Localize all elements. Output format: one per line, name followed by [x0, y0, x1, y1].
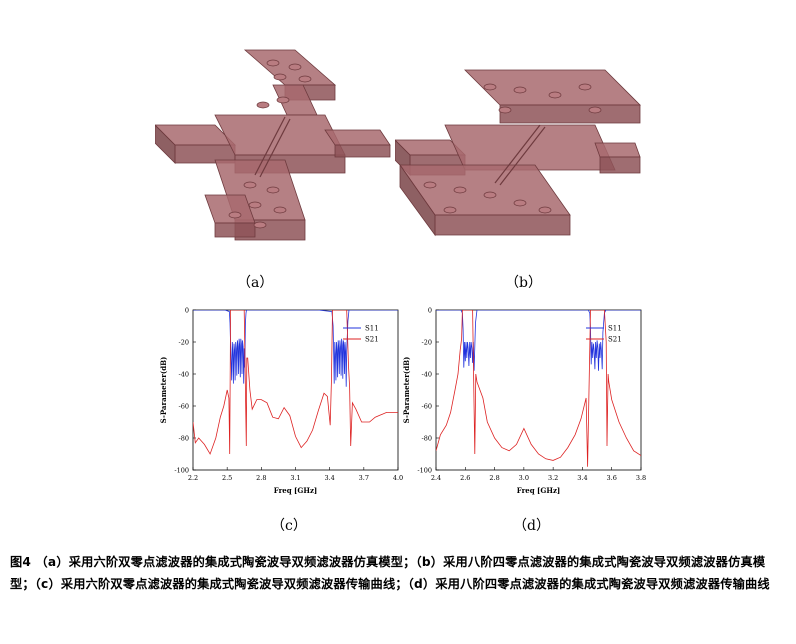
y-tick-label: -60 — [422, 403, 432, 411]
x-tick-label: 3.6 — [607, 474, 617, 482]
x-tick-label: 3.8 — [636, 474, 646, 482]
series-line-s21 — [193, 310, 398, 455]
y-tick-label: -20 — [422, 339, 432, 347]
label-b: （b） — [505, 275, 542, 291]
y-tick-label: -60 — [179, 403, 189, 411]
x-tick-label: 3.2 — [548, 474, 558, 482]
series-line-s21 — [436, 310, 641, 467]
y-axis-label: S-Parameter(dB) — [159, 357, 168, 424]
x-tick-label: 2.5 — [222, 474, 232, 482]
x-tick-label: 2.8 — [256, 474, 266, 482]
model-a-right-arm — [324, 129, 391, 146]
x-tick-label: 3.4 — [324, 474, 334, 482]
x-tick-label: 3.4 — [577, 474, 587, 482]
x-axis-label: Freq [GHz] — [517, 486, 561, 495]
legend-label-s11: S11 — [608, 325, 622, 333]
model-b-right-arm — [594, 142, 641, 158]
series-line-s11 — [193, 310, 398, 387]
x-tick-label: 2.4 — [431, 474, 441, 482]
model-b-center — [444, 124, 616, 171]
model-b-eight-order-filter — [395, 69, 641, 237]
y-tick-label: -20 — [179, 339, 189, 347]
x-tick-label: 3.1 — [290, 474, 300, 482]
figure-caption: 图4 （a）采用六阶双零点滤波器的集成式陶瓷波导双频滤波器仿真模型；（b）采用八… — [10, 555, 770, 591]
y-tick-label: -40 — [422, 371, 432, 379]
y-tick-label: -80 — [422, 435, 432, 443]
legend-label-s21: S21 — [608, 336, 622, 344]
y-tick-label: -100 — [417, 467, 432, 475]
x-axis-label: Freq [GHz] — [274, 486, 318, 495]
legend-label-s11: S11 — [365, 325, 379, 333]
x-tick-label: 4.0 — [393, 474, 403, 482]
model-a-center — [214, 114, 346, 156]
x-tick-label: 2.2 — [188, 474, 198, 482]
y-tick-label: -40 — [179, 371, 189, 379]
plot-frame — [192, 309, 399, 471]
label-a: （a） — [237, 275, 274, 291]
y-tick-label: 0 — [185, 307, 189, 315]
x-tick-label: 2.8 — [489, 474, 499, 482]
x-tick-label: 3.0 — [519, 474, 529, 482]
y-tick-label: -80 — [179, 435, 189, 443]
label-c: （c） — [271, 518, 307, 534]
legend-label-s21: S21 — [365, 336, 379, 344]
x-tick-label: 3.7 — [359, 474, 369, 482]
model-a-six-order-filter — [155, 49, 391, 241]
y-tick-label: -100 — [174, 467, 189, 475]
series-line-s11 — [436, 310, 641, 371]
y-tick-label: 0 — [428, 307, 432, 315]
x-tick-label: 2.6 — [460, 474, 470, 482]
y-axis-label: S-Parameter(dB) — [402, 357, 411, 424]
label-d: （d） — [513, 518, 550, 534]
